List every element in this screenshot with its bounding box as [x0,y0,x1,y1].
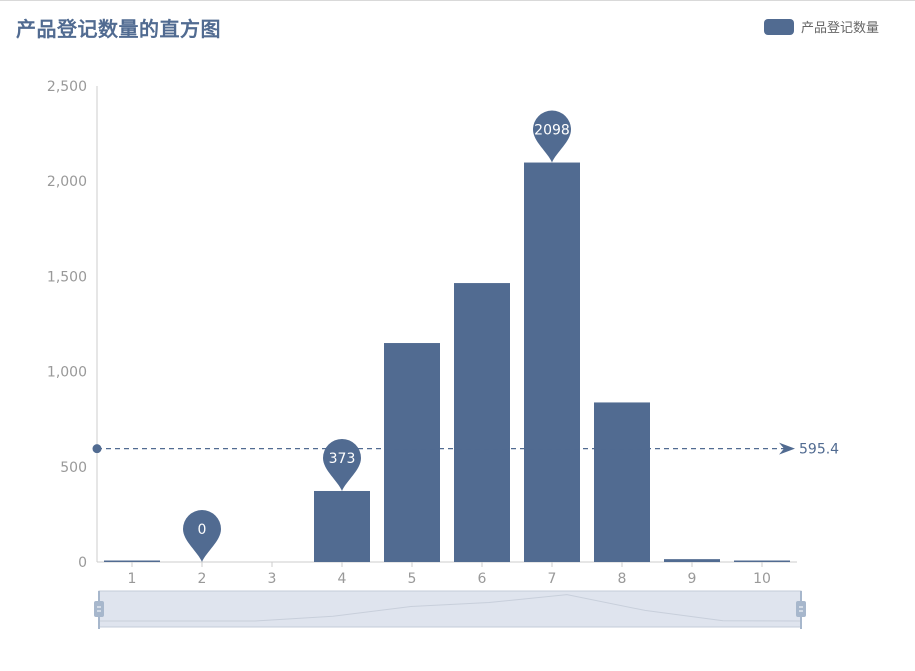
x-tick-label: 6 [478,571,487,587]
x-tick-label: 7 [548,571,557,587]
bar[interactable] [384,343,440,562]
y-tick-label: 1,000 [47,365,87,381]
x-tick-label: 2 [198,571,207,587]
bar[interactable] [314,490,370,562]
bar[interactable] [664,559,720,562]
bar[interactable] [104,560,160,563]
mark-point-pin[interactable] [323,438,361,491]
data-zoom-right-handle[interactable] [796,601,806,617]
mark-point-label: 2098 [534,123,570,139]
y-tick-label: 1,500 [47,269,87,285]
mark-point-label: 373 [329,451,356,467]
legend-item[interactable]: 产品登记数量 [763,17,879,36]
y-tick-label: 500 [60,460,87,476]
legend-swatch [763,18,794,35]
bar[interactable] [454,283,510,562]
bar[interactable] [524,162,580,562]
legend-label: 产品登记数量 [800,21,879,36]
bar[interactable] [594,402,650,562]
data-zoom-window[interactable] [98,590,802,628]
x-tick-label: 5 [408,571,417,587]
x-tick-label: 3 [268,571,277,587]
data-zoom-shadow-line [99,594,802,622]
bar[interactable] [734,560,790,563]
average-markline-label: 595.4 [799,442,839,458]
chart-title: 产品登记数量的直方图 [16,17,221,41]
x-tick-label: 1 [128,571,137,587]
markline-arrow [779,442,795,455]
y-tick-label: 0 [78,555,87,571]
x-tick-label: 8 [618,571,627,587]
y-tick-label: 2,500 [47,79,87,95]
x-tick-label: 4 [338,571,347,587]
x-tick-label: 10 [753,571,771,587]
mark-point-pin[interactable] [533,110,571,163]
mark-point-label: 0 [198,522,207,538]
x-tick-label: 9 [688,571,697,587]
data-zoom-left-handle[interactable] [94,601,104,617]
y-tick-label: 2,000 [47,174,87,190]
mark-point-pin[interactable] [183,510,221,562]
